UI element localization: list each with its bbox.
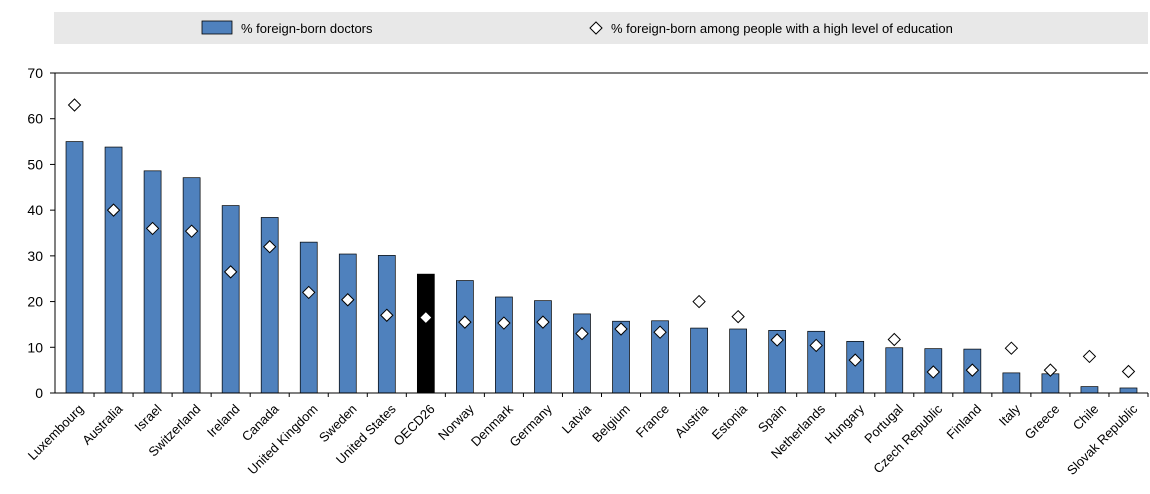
bar <box>299 241 318 394</box>
diamond-marker <box>458 315 472 329</box>
diamond-marker <box>184 224 199 238</box>
bar <box>377 255 396 394</box>
markers-group <box>67 98 1136 379</box>
bar <box>690 327 708 394</box>
diamond-marker <box>731 309 745 324</box>
x-tick-label: Hungary <box>822 401 868 447</box>
diamond-marker <box>770 333 784 347</box>
bar <box>104 146 123 394</box>
legend-bar-label: % foreign-born doctors <box>241 21 373 36</box>
x-tick-label: Finland <box>943 401 984 442</box>
y-tick-label: 70 <box>27 65 43 81</box>
x-tick-label: Belgium <box>589 401 633 445</box>
legend: % foreign-born doctors % foreign-born am… <box>201 20 953 36</box>
diamond-marker <box>965 363 980 377</box>
y-axis: 0 10 20 30 40 50 60 70 <box>27 65 1148 401</box>
x-tick-label: Germany <box>506 401 555 450</box>
diamond-marker <box>67 98 82 112</box>
bar <box>456 280 474 394</box>
diamond-marker <box>262 240 277 254</box>
diamond-marker <box>380 308 394 322</box>
x-tick-label: Australia <box>79 401 126 448</box>
diamond-marker <box>145 221 160 236</box>
legend-marker-label: % foreign-born among people with a high … <box>611 21 953 36</box>
diamond-marker <box>1004 341 1019 355</box>
x-tick-label: Greece <box>1022 401 1063 442</box>
diamond-marker <box>848 353 862 367</box>
bar <box>1119 387 1138 394</box>
y-tick-label: 60 <box>27 111 43 127</box>
diamond-marker <box>536 315 550 329</box>
x-tick-label: OECD26 <box>390 401 437 448</box>
x-tick-label: Israel <box>131 401 164 434</box>
x-tick-label: United Kingdom <box>245 401 321 477</box>
bar <box>1080 386 1099 394</box>
x-tick-label: France <box>633 401 672 440</box>
bar <box>416 273 435 394</box>
diamond-marker <box>223 265 238 279</box>
x-tick-label: Czech Republic <box>870 401 945 476</box>
x-tick-label: Austria <box>672 401 712 441</box>
y-tick-label: 40 <box>27 202 43 218</box>
bar <box>729 328 747 394</box>
bar <box>65 141 84 394</box>
diamond-marker <box>809 338 823 353</box>
bar <box>534 300 552 394</box>
bars-group <box>65 141 1138 394</box>
bar <box>221 205 240 394</box>
bar <box>182 177 201 394</box>
y-tick-label: 30 <box>27 248 43 264</box>
y-tick-label: 50 <box>27 156 43 172</box>
x-tick-label: Spain <box>755 401 789 435</box>
diamond-marker <box>1043 363 1058 377</box>
diamond-marker <box>1121 364 1136 379</box>
x-tick-label: Italy <box>996 401 1024 429</box>
bar <box>495 296 513 394</box>
diamond-marker <box>887 332 901 347</box>
diamond-marker <box>106 203 121 217</box>
x-tick-label: Slovak Republic <box>1064 401 1141 478</box>
y-tick-label: 10 <box>27 339 43 355</box>
diamond-marker <box>341 293 355 307</box>
diamond-marker <box>497 316 511 330</box>
y-tick-label: 20 <box>27 294 43 310</box>
bar <box>143 170 162 394</box>
diamond-marker <box>419 310 433 325</box>
diamond-marker <box>614 322 628 336</box>
diamond-marker <box>692 294 706 309</box>
x-tick-label: Ireland <box>204 401 243 440</box>
x-tick-label: Chile <box>1070 401 1102 433</box>
legend-bar-swatch <box>201 20 233 35</box>
bar <box>885 347 904 394</box>
bar <box>573 313 591 394</box>
bar <box>846 340 865 394</box>
diamond-marker <box>926 365 941 379</box>
x-tick-label: Luxembourg <box>25 401 87 463</box>
diamond-marker <box>1082 349 1097 364</box>
diamond-marker <box>653 325 667 339</box>
bar <box>338 253 357 394</box>
x-tick-label: Latvia <box>559 401 595 437</box>
diamond-marker <box>575 326 589 341</box>
y-tick-label: 0 <box>35 385 43 401</box>
diamond-marker <box>302 285 316 300</box>
legend-diamond-icon <box>589 21 603 35</box>
bar <box>1002 372 1021 394</box>
x-tick-label: Estonia <box>709 401 751 443</box>
